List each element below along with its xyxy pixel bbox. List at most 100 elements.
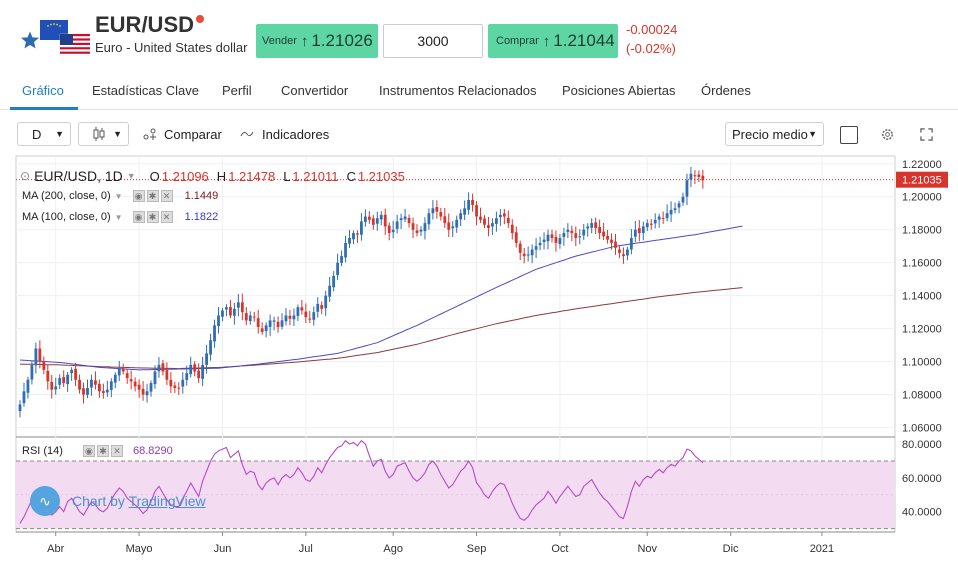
candle-body	[300, 307, 304, 311]
tab-perfil[interactable]: Perfil	[222, 83, 252, 98]
gear-icon[interactable]: ✱	[146, 190, 159, 202]
candle	[74, 363, 77, 387]
last-price-label: 1.21035	[902, 175, 942, 187]
tradingview-watermark[interactable]: ∿ Chart by TradingView	[30, 486, 206, 516]
candle	[443, 207, 447, 228]
candle	[701, 169, 705, 189]
close-icon[interactable]: ✕	[160, 211, 173, 223]
chart-type-select[interactable]: ▼	[78, 122, 129, 146]
candle	[383, 208, 387, 235]
candle-body	[451, 226, 455, 229]
candle	[177, 382, 181, 395]
candle	[439, 207, 443, 221]
chevron-down-icon[interactable]: ▼	[114, 191, 123, 201]
chevron-down-icon: ▼	[808, 129, 817, 139]
close-icon[interactable]: ✕	[110, 445, 123, 457]
candle	[641, 221, 645, 241]
chevron-down-icon[interactable]: ▼	[114, 212, 123, 222]
candle-body	[645, 223, 649, 228]
price-type-select[interactable]: Precio medio ▼	[725, 122, 824, 146]
sell-label: Vender	[262, 35, 297, 47]
price-tick-label: 1.08000	[902, 390, 942, 402]
legend-title: EUR/USD, 1D	[34, 168, 123, 184]
compare-icon[interactable]	[142, 127, 158, 141]
tab-ordenes[interactable]: Órdenes	[701, 83, 751, 98]
interval-select[interactable]: D ▼	[17, 122, 71, 146]
indicators-icon[interactable]	[240, 130, 254, 138]
candle	[332, 271, 336, 292]
candle-body	[363, 216, 367, 222]
candle-body	[463, 208, 467, 215]
indicators-button[interactable]: Indicadores	[262, 127, 330, 142]
tab-convertidor[interactable]: Convertidor	[281, 83, 349, 98]
time-tick-label: Oct	[551, 543, 568, 555]
candle-body	[399, 218, 403, 221]
candle	[693, 170, 697, 184]
candle-body	[661, 217, 665, 219]
candle-body	[328, 285, 332, 297]
candle	[264, 322, 268, 338]
tab-grafico[interactable]: Gráfico	[22, 83, 64, 98]
candle-body	[391, 229, 395, 233]
candle	[487, 216, 490, 237]
candle-body	[340, 256, 343, 263]
eye-icon[interactable]: ◉	[132, 190, 145, 202]
candle-body	[46, 370, 50, 382]
rsi-value: 68.8290	[132, 445, 173, 457]
candle-body	[379, 214, 383, 220]
tab-instrumentos-relacionados[interactable]: Instrumentos Relacionados	[379, 83, 537, 98]
candle	[221, 307, 224, 322]
candle	[30, 361, 34, 385]
buy-button[interactable]: Comprar ↑ 1.21044	[488, 24, 618, 58]
candle-body	[371, 218, 375, 225]
candle-body	[681, 196, 685, 203]
candle-body	[308, 318, 312, 320]
fullscreen-icon[interactable]	[920, 128, 933, 141]
gear-icon[interactable]: ✱	[96, 445, 109, 457]
open-label: O	[149, 168, 160, 184]
candle	[427, 208, 431, 230]
eye-icon[interactable]: ◉	[82, 445, 95, 457]
collapse-legend-icon[interactable]: ⊙	[20, 169, 31, 183]
candle-body	[447, 222, 451, 230]
candle-body	[522, 253, 526, 257]
price-tick-label: 1.10000	[902, 357, 942, 369]
candle-body	[336, 262, 339, 276]
screenshot-toggle[interactable]	[840, 126, 858, 144]
candle-body	[74, 368, 77, 380]
candle	[391, 220, 395, 239]
candle	[125, 369, 129, 384]
candle-body	[697, 174, 701, 177]
candle	[193, 361, 197, 377]
eye-icon[interactable]: ◉	[132, 211, 145, 223]
candle	[570, 225, 574, 242]
candle-body	[657, 216, 661, 220]
chevron-down-icon[interactable]: ▼	[126, 171, 136, 181]
gear-icon[interactable]: ✱	[146, 211, 159, 223]
candle-body	[653, 219, 657, 224]
candle	[542, 232, 546, 250]
compare-button[interactable]: Comparar	[164, 127, 222, 142]
close-icon[interactable]: ✕	[160, 190, 173, 202]
sell-button[interactable]: Vender ↑ 1.21026	[256, 24, 378, 58]
candle	[66, 372, 70, 392]
tab-posiciones-abiertas[interactable]: Posiciones Abiertas	[562, 83, 676, 98]
quantity-input[interactable]	[383, 24, 483, 58]
price-tick-label: 1.06000	[902, 423, 942, 435]
candle	[677, 200, 681, 214]
candle-body	[217, 315, 220, 327]
favorite-star-icon[interactable]	[20, 30, 40, 50]
chart-area[interactable]: 1.22000 1.20000 1.18000 1.16000 1.14000 1.120…	[0, 152, 958, 564]
candle-body	[288, 315, 292, 319]
candle-body	[633, 229, 637, 237]
candle	[165, 362, 169, 385]
candle-body	[423, 223, 427, 232]
candle	[538, 236, 542, 251]
candle	[602, 222, 605, 241]
candle	[491, 218, 494, 235]
candle	[574, 226, 578, 247]
candle-body	[264, 325, 268, 331]
gear-icon[interactable]	[880, 127, 895, 142]
candle	[479, 207, 482, 223]
tab-estadisticas-clave[interactable]: Estadísticas Clave	[92, 83, 199, 98]
